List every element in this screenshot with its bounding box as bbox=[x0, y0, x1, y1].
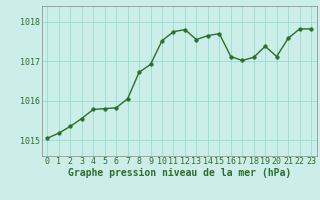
X-axis label: Graphe pression niveau de la mer (hPa): Graphe pression niveau de la mer (hPa) bbox=[68, 168, 291, 178]
